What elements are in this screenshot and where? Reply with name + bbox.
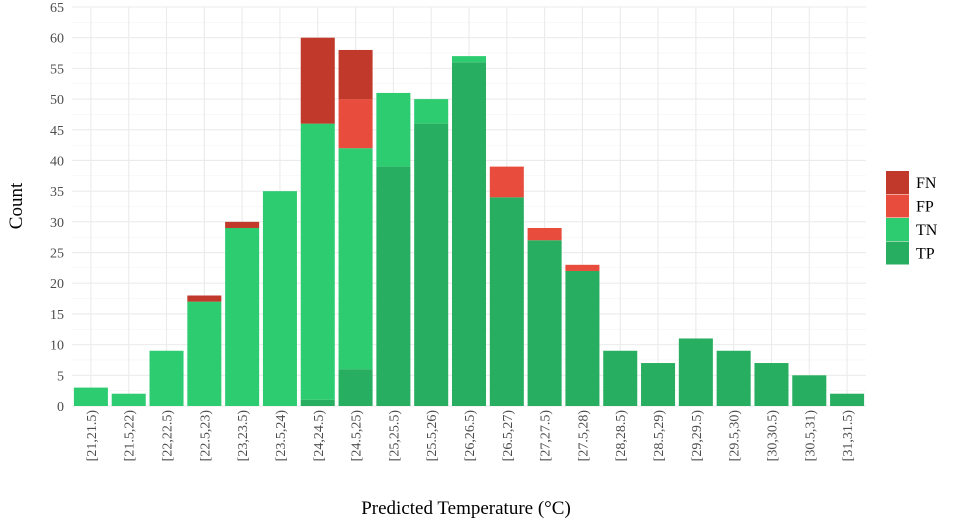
x-axis-title: Predicted Temperature (°C) xyxy=(361,498,571,519)
bar-tp xyxy=(641,363,676,406)
x-tick-label: [21,21.5) xyxy=(85,410,100,462)
bar-fp xyxy=(527,227,562,241)
bar-tn xyxy=(225,227,260,406)
bar-tp xyxy=(527,240,562,406)
bar-tn xyxy=(376,92,411,167)
legend-key-tn xyxy=(886,218,909,241)
x-tick-label: [30,30.5) xyxy=(765,410,780,462)
bar-tp xyxy=(376,166,411,406)
y-tick-label: 10 xyxy=(50,339,64,354)
bar-fn xyxy=(300,37,335,124)
bar-tp xyxy=(451,62,487,406)
bar-tp xyxy=(754,363,789,406)
x-tick-label: [31,31.5) xyxy=(841,410,856,462)
bar-fp xyxy=(338,99,373,149)
y-tick-label: 60 xyxy=(50,32,64,47)
y-tick-label: 5 xyxy=(57,369,64,384)
legend: FN FP TN TP xyxy=(886,171,938,265)
bar-fp xyxy=(489,166,524,198)
x-tick-label: [26,26.5) xyxy=(463,410,478,462)
bar-tp xyxy=(830,393,865,406)
bar-tp xyxy=(603,350,638,406)
x-tick-label: [25.5,26) xyxy=(425,410,440,462)
bar-tn xyxy=(262,191,297,406)
bar-tp xyxy=(489,197,524,406)
bar-tp xyxy=(565,270,600,406)
y-tick-label: 30 xyxy=(50,216,64,231)
bar-tn xyxy=(300,123,335,400)
x-tick-label: [29,29.5) xyxy=(690,410,705,462)
bar-fn xyxy=(225,221,260,228)
legend-label-fp: FP xyxy=(916,199,934,216)
bar-tp xyxy=(338,369,373,406)
y-tick-label: 35 xyxy=(50,185,64,200)
x-tick-label: [22,22.5) xyxy=(161,410,176,462)
x-tick-label: [24,24.5) xyxy=(312,410,327,462)
bars xyxy=(73,37,865,406)
bar-tp xyxy=(716,350,751,406)
y-tick-label: 65 xyxy=(50,1,64,16)
bar-fn xyxy=(338,49,373,100)
bar-tn xyxy=(338,148,373,370)
x-tick-label: [27,27.5) xyxy=(539,410,554,462)
x-tick-label: [22.5,23) xyxy=(198,410,213,462)
x-tick-label: [24.5,25) xyxy=(350,410,365,462)
x-tick-label: [30.5,31) xyxy=(803,410,818,462)
y-tick-label: 15 xyxy=(50,308,64,323)
bar-fn xyxy=(187,295,222,302)
bar-tn xyxy=(73,387,108,406)
x-tick-label: [27.5,28) xyxy=(576,410,591,462)
bar-tp xyxy=(300,399,335,406)
legend-key-tp xyxy=(886,241,909,265)
bar-tn xyxy=(414,99,449,124)
bar-tn xyxy=(111,393,146,406)
legend-label-tn: TN xyxy=(916,222,938,239)
y-tick-label: 50 xyxy=(50,93,64,108)
legend-label-fn: FN xyxy=(916,175,937,192)
x-tick-labels: [21,21.5) [21.5,22) [22,22.5) [22.5,23) [23,… xyxy=(85,410,856,462)
bar-tn xyxy=(187,301,222,406)
x-tick-label: [25,25.5) xyxy=(387,410,402,462)
bar-tp xyxy=(414,123,449,406)
bar-tn xyxy=(149,350,184,406)
bar-tp xyxy=(678,338,713,406)
x-tick-label: [28,28.5) xyxy=(614,410,629,462)
x-tick-label: [26.5,27) xyxy=(501,410,516,462)
legend-key-fn xyxy=(886,171,909,194)
x-tick-label: [28.5,29) xyxy=(652,410,667,462)
legend-label-tp: TP xyxy=(916,246,935,263)
y-tick-label: 55 xyxy=(50,62,64,77)
y-axis-title: Count xyxy=(6,182,27,229)
bar-fp xyxy=(565,264,600,271)
x-tick-label: [23,23.5) xyxy=(236,410,251,462)
legend-key-fp xyxy=(886,194,909,218)
x-tick-label: [29.5,30) xyxy=(728,410,743,462)
bar-tn xyxy=(451,56,487,63)
y-tick-label: 25 xyxy=(50,247,64,262)
y-tick-label: 0 xyxy=(57,400,64,415)
x-tick-label: [23.5,24) xyxy=(274,410,289,462)
y-tick-label: 40 xyxy=(50,154,64,169)
y-tick-label: 45 xyxy=(50,124,64,139)
x-tick-label: [21.5,22) xyxy=(123,410,138,462)
bar-tp xyxy=(792,375,827,406)
y-tick-labels: 0 5 10 15 20 25 30 35 40 45 50 55 60 65 xyxy=(50,1,64,415)
y-tick-label: 20 xyxy=(50,277,64,292)
